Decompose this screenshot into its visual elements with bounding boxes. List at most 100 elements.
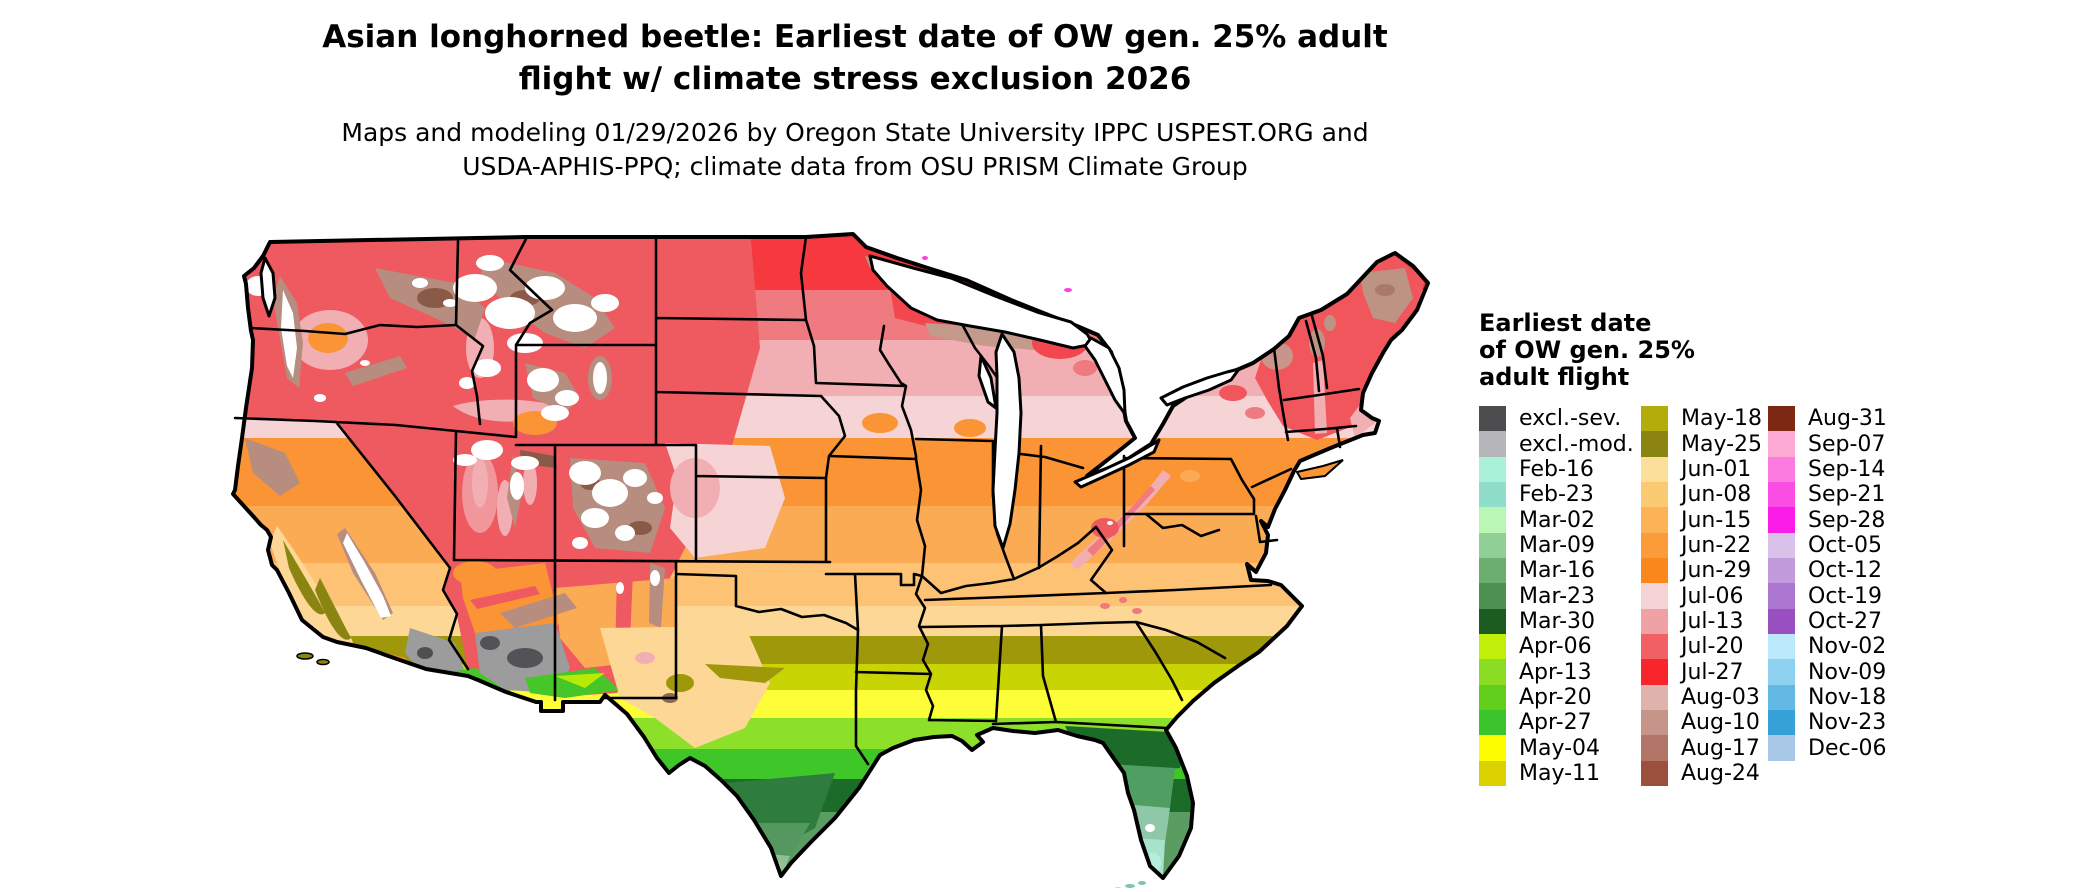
legend-column-1: excl.-sev. excl.-mod. Feb-16 Feb-23 Mar-02 Ma… [1479, 406, 1634, 787]
legend-label: Apr-27 [1519, 710, 1592, 736]
legend-label: Jun-01 [1681, 456, 1752, 482]
channel-island [296, 652, 314, 660]
subtitle-line-1: Maps and modeling 01/29/2026 by Oregon S… [341, 118, 1369, 147]
legend-label: Apr-13 [1519, 659, 1592, 685]
legend-label: Jun-08 [1681, 482, 1752, 508]
legend-swatch [1641, 431, 1668, 457]
legend-row: Jul-13 [1641, 608, 1762, 635]
legend-label: Sep-07 [1808, 431, 1886, 457]
legend-swatch [1768, 634, 1795, 660]
legend-row: May-25 [1641, 431, 1763, 457]
legend-swatch [1768, 659, 1795, 685]
lake-superior [868, 254, 1095, 350]
legend-label: Jul-27 [1681, 659, 1744, 685]
legend-label: Aug-24 [1681, 760, 1760, 786]
legend-swatch [1479, 456, 1506, 483]
legend-label: Jun-29 [1681, 558, 1752, 584]
legend-row: Sep-28 [1768, 507, 1887, 533]
legend-row: Aug-10 [1641, 710, 1762, 736]
legend-swatch [1479, 583, 1506, 609]
legend-label: Mar-02 [1519, 507, 1596, 533]
border-speck [922, 256, 928, 260]
legend-label: Mar-30 [1519, 608, 1596, 634]
islands [296, 256, 1344, 888]
legend-label: Aug-10 [1681, 710, 1760, 736]
legend-label: Mar-23 [1519, 583, 1596, 609]
legend-row: Mar-30 [1479, 608, 1634, 635]
legend-row: Mar-23 [1479, 583, 1634, 609]
legend-swatch [1641, 634, 1668, 660]
isle-royale-speck [1064, 288, 1072, 292]
legend-label: Aug-31 [1808, 406, 1887, 432]
legend-label: Aug-03 [1681, 684, 1760, 710]
legend-row: Jun-22 [1641, 532, 1762, 559]
legend-row: Jun-01 [1641, 456, 1762, 483]
legend-swatch [1479, 507, 1506, 533]
legend-swatch [1641, 659, 1668, 685]
legend-title-line-3: adult flight [1479, 363, 1630, 391]
us-map [231, 232, 1430, 888]
legend-label: May-25 [1681, 431, 1763, 457]
legend-swatch [1641, 456, 1668, 483]
legend-label: Oct-05 [1808, 532, 1882, 558]
legend-row: May-04 [1479, 735, 1634, 761]
climate-band [233, 718, 1428, 749]
legend-row: Jul-27 [1641, 659, 1762, 685]
legend-swatch [1479, 482, 1506, 508]
legend-row: Oct-19 [1768, 583, 1887, 609]
legend-swatch [1768, 507, 1795, 533]
legend-row: Mar-02 [1479, 507, 1634, 533]
legend-label: Nov-23 [1808, 710, 1887, 736]
legend-swatch [1479, 659, 1506, 685]
legend-label: Nov-02 [1808, 634, 1887, 660]
legend-label: Apr-20 [1519, 684, 1592, 710]
legend-swatch [1641, 406, 1668, 432]
legend-row: Oct-27 [1768, 608, 1887, 635]
legend-row: Jul-20 [1641, 634, 1762, 660]
legend-swatch [1768, 431, 1795, 457]
legend-row: Oct-12 [1768, 558, 1887, 584]
legend-swatch [1641, 558, 1668, 584]
mountain-whites [246, 255, 663, 618]
legend-swatch [1641, 735, 1668, 761]
legend-swatch [1479, 760, 1506, 787]
legend-label: Oct-12 [1808, 558, 1882, 584]
legend-label: May-04 [1519, 735, 1601, 761]
lake-huron [1083, 336, 1127, 416]
great-lakes [259, 254, 1241, 550]
legend-swatch [1768, 684, 1795, 711]
legend-swatch [1641, 482, 1668, 508]
legend-label: Jun-22 [1681, 532, 1752, 558]
florida-key [1125, 884, 1135, 888]
legend-swatch [1641, 684, 1668, 711]
legend-swatch [1768, 608, 1795, 635]
legend-swatch [1641, 710, 1668, 736]
legend-row: May-11 [1479, 760, 1634, 787]
legend-row: Sep-07 [1768, 431, 1887, 457]
legend-label: Nov-18 [1808, 684, 1887, 710]
legend-label: Mar-16 [1519, 558, 1596, 584]
legend-row: Jun-15 [1641, 507, 1762, 533]
subtitle-line-2: USDA-APHIS-PPQ; climate data from OSU PR… [462, 152, 1248, 181]
legend-label: excl.-sev. [1519, 406, 1622, 432]
legend-row: Jul-06 [1641, 583, 1762, 609]
legend-label: Sep-14 [1808, 456, 1886, 482]
legend-row: excl.-mod. [1479, 431, 1634, 457]
legend-label: Aug-17 [1681, 735, 1760, 761]
lake-ontario [1159, 367, 1241, 407]
florida-key [1138, 881, 1146, 885]
legend-label: Jul-13 [1681, 608, 1744, 634]
legend-swatch [1641, 608, 1668, 635]
legend-label: Sep-21 [1808, 482, 1886, 508]
legend-row: Jun-29 [1641, 558, 1762, 584]
figure-title: Asian longhorned beetle: Earliest date o… [230, 16, 1480, 100]
legend-label: Oct-27 [1808, 608, 1882, 634]
legend-swatch [1479, 735, 1506, 761]
legend-title: Earliest date of OW gen. 25% adult fligh… [1479, 310, 1695, 391]
legend-label: Dec-06 [1808, 735, 1887, 761]
long-island [1295, 459, 1344, 481]
legend-row: Nov-18 [1768, 684, 1887, 711]
legend-row: Mar-09 [1479, 532, 1634, 559]
legend-row: Apr-27 [1479, 710, 1634, 736]
legend-label: Jun-15 [1681, 507, 1752, 533]
